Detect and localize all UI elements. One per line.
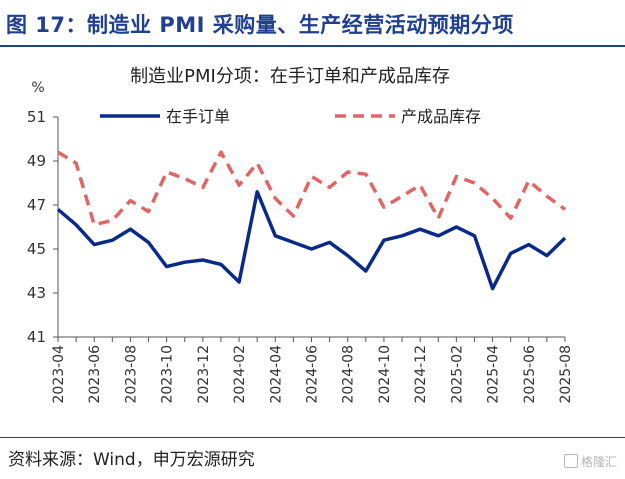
x-tick-label: 2024-12 (413, 345, 429, 404)
watermark-icon (563, 454, 578, 468)
y-tick-label: 41 (27, 328, 46, 346)
x-tick-label: 2023-06 (87, 345, 103, 404)
x-tick-label: 2024-06 (305, 345, 321, 404)
figure-header: 图 17：制造业 PMI 采购量、生产经营活动预期分项 (0, 0, 625, 47)
x-tick-label: 2025-02 (449, 345, 465, 404)
x-tick-label: 2023-12 (196, 345, 212, 404)
legend: 在手订单 产成品库存 (100, 107, 481, 126)
y-axis-unit: % (31, 80, 44, 96)
x-tick-label: 2025-04 (486, 345, 502, 404)
y-tick-label: 51 (27, 108, 46, 126)
figure-title: 图 17：制造业 PMI 采购量、生产经营活动预期分项 (6, 13, 514, 37)
y-tick-label: 43 (27, 284, 46, 302)
watermark: 格隆汇 (563, 453, 617, 470)
legend-label-orders: 在手订单 (166, 107, 230, 126)
series-layer (56, 150, 567, 291)
x-tick-label: 2024-10 (377, 345, 393, 404)
x-tick-label: 2023-08 (123, 345, 139, 404)
header-rule (0, 45, 625, 47)
axes: 41 43 45 47 49 51 2023-04 2023-06 2023-08 2023-10… (27, 108, 574, 404)
x-tick-label: 2025-08 (558, 345, 574, 404)
watermark-text: 格隆汇 (580, 455, 617, 469)
y-tick-label: 45 (27, 240, 46, 258)
y-tick-label: 47 (27, 196, 46, 214)
chart-title: 制造业PMI分项：在手订单和产成品库存 (130, 66, 450, 87)
series-line-inventory (57, 150, 567, 227)
legend-label-inventory: 产成品库存 (401, 107, 481, 126)
series-line-orders (56, 190, 567, 291)
x-tick-label: 2023-10 (160, 345, 176, 404)
footer-rule (0, 437, 625, 438)
x-tick-label: 2023-04 (51, 345, 67, 404)
source-note: 资料来源：Wind，申万宏源研究 (8, 450, 255, 470)
x-tick-label: 2024-02 (232, 345, 248, 404)
x-tick-label: 2024-08 (341, 345, 357, 404)
y-tick-label: 49 (27, 152, 46, 170)
x-tick-label: 2025-06 (522, 345, 538, 404)
x-tick-label: 2024-04 (268, 345, 284, 404)
